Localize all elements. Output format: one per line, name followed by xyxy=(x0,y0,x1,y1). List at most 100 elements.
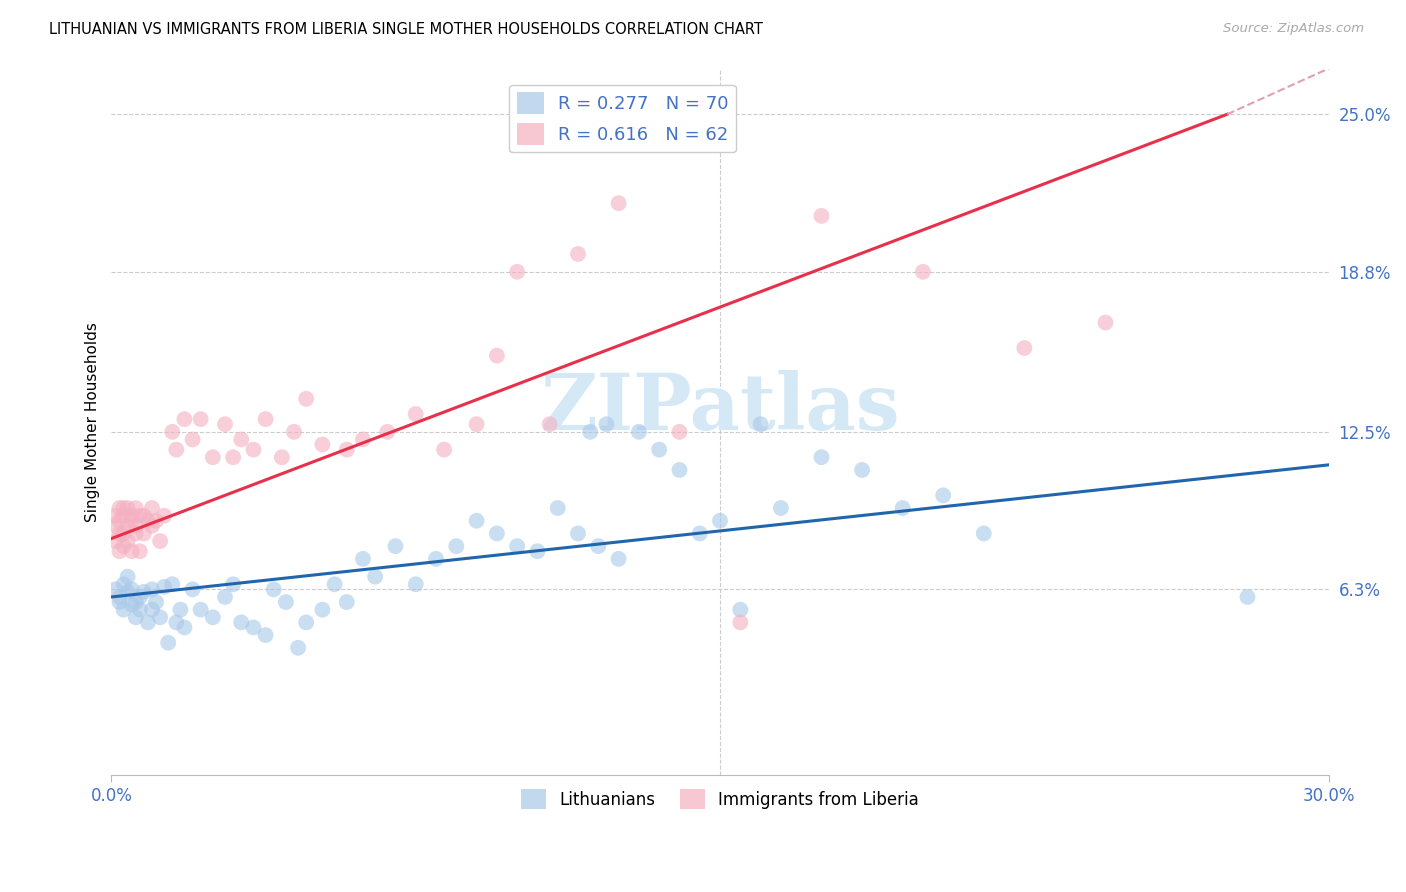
Point xyxy=(165,615,187,630)
Point xyxy=(405,577,427,591)
Point xyxy=(375,425,398,439)
Point xyxy=(201,610,224,624)
Point xyxy=(165,442,187,457)
Point xyxy=(384,539,406,553)
Point xyxy=(485,349,508,363)
Point xyxy=(141,602,163,616)
Point xyxy=(112,602,135,616)
Point xyxy=(112,526,135,541)
Point xyxy=(190,602,212,616)
Point xyxy=(668,425,690,439)
Point xyxy=(485,526,508,541)
Point xyxy=(104,508,127,523)
Point xyxy=(973,526,995,541)
Point xyxy=(157,636,180,650)
Point xyxy=(730,602,752,616)
Point xyxy=(162,577,184,591)
Point xyxy=(132,508,155,523)
Point xyxy=(668,463,690,477)
Point xyxy=(526,544,548,558)
Point xyxy=(405,407,427,421)
Point xyxy=(132,585,155,599)
Point xyxy=(231,615,253,630)
Point xyxy=(128,508,150,523)
Point xyxy=(222,450,245,465)
Point xyxy=(274,595,297,609)
Point xyxy=(1236,590,1258,604)
Point xyxy=(117,501,139,516)
Point xyxy=(108,590,131,604)
Text: LITHUANIAN VS IMMIGRANTS FROM LIBERIA SINGLE MOTHER HOUSEHOLDS CORRELATION CHART: LITHUANIAN VS IMMIGRANTS FROM LIBERIA SI… xyxy=(49,22,763,37)
Y-axis label: Single Mother Households: Single Mother Households xyxy=(86,322,100,522)
Point xyxy=(295,615,318,630)
Point xyxy=(932,488,955,502)
Point xyxy=(169,602,191,616)
Point xyxy=(270,450,292,465)
Point xyxy=(242,442,264,457)
Point xyxy=(595,417,617,432)
Legend: Lithuanians, Immigrants from Liberia: Lithuanians, Immigrants from Liberia xyxy=(515,782,927,816)
Point xyxy=(173,412,195,426)
Point xyxy=(132,526,155,541)
Point xyxy=(108,526,131,541)
Text: Source: ZipAtlas.com: Source: ZipAtlas.com xyxy=(1223,22,1364,36)
Point xyxy=(263,582,285,597)
Point xyxy=(287,640,309,655)
Point xyxy=(181,433,204,447)
Point xyxy=(136,514,159,528)
Point xyxy=(125,595,148,609)
Point xyxy=(567,526,589,541)
Point xyxy=(108,544,131,558)
Point xyxy=(627,425,650,439)
Point xyxy=(141,582,163,597)
Point xyxy=(1014,341,1036,355)
Point xyxy=(311,602,333,616)
Point xyxy=(214,417,236,432)
Point xyxy=(104,534,127,549)
Point xyxy=(181,582,204,597)
Point xyxy=(141,501,163,516)
Point xyxy=(141,518,163,533)
Point xyxy=(108,501,131,516)
Point xyxy=(567,247,589,261)
Point xyxy=(112,577,135,591)
Point xyxy=(125,526,148,541)
Point xyxy=(851,463,873,477)
Point xyxy=(117,585,139,599)
Point xyxy=(1094,316,1116,330)
Text: ZIPatlas: ZIPatlas xyxy=(540,369,900,445)
Point xyxy=(190,412,212,426)
Point xyxy=(145,595,167,609)
Point xyxy=(336,595,359,609)
Point xyxy=(506,539,529,553)
Point xyxy=(607,552,630,566)
Point xyxy=(323,577,346,591)
Point xyxy=(769,501,792,516)
Point xyxy=(128,590,150,604)
Point xyxy=(465,514,488,528)
Point xyxy=(222,577,245,591)
Point xyxy=(538,417,561,432)
Point xyxy=(242,620,264,634)
Point xyxy=(173,620,195,634)
Point xyxy=(112,508,135,523)
Point xyxy=(749,417,772,432)
Point xyxy=(136,615,159,630)
Point xyxy=(117,518,139,533)
Point xyxy=(117,534,139,549)
Point xyxy=(145,514,167,528)
Point xyxy=(128,544,150,558)
Point xyxy=(121,544,143,558)
Point xyxy=(214,590,236,604)
Point xyxy=(730,615,752,630)
Point xyxy=(352,552,374,566)
Point xyxy=(506,265,529,279)
Point xyxy=(352,433,374,447)
Point xyxy=(104,518,127,533)
Point xyxy=(108,514,131,528)
Point xyxy=(311,437,333,451)
Point xyxy=(810,209,832,223)
Point xyxy=(231,433,253,447)
Point xyxy=(125,610,148,624)
Point xyxy=(709,514,731,528)
